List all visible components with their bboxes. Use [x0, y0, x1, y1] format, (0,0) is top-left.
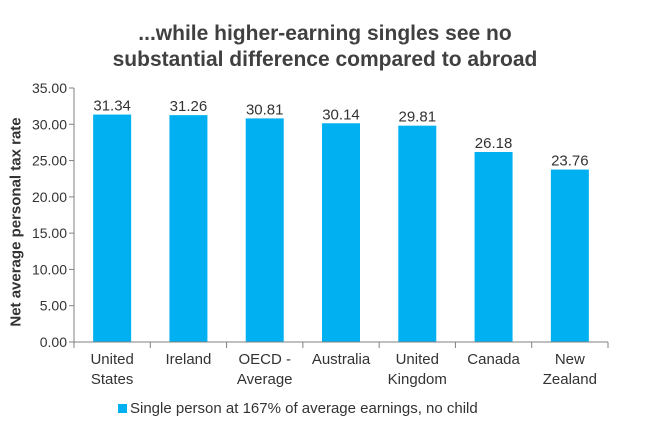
data-label: 23.76 — [551, 153, 589, 170]
x-tick-label: Australia — [312, 351, 371, 368]
bar — [245, 118, 284, 342]
x-tick-label: United — [90, 351, 133, 368]
x-tick-label: Ireland — [165, 351, 211, 368]
bar — [93, 114, 132, 342]
y-tick-label: 20.00 — [32, 189, 67, 205]
y-tick-label: 5.00 — [40, 298, 67, 314]
y-tick-label: 15.00 — [32, 225, 67, 241]
data-label: 31.26 — [170, 98, 208, 115]
data-label: 31.34 — [93, 98, 131, 115]
bar — [322, 123, 360, 342]
x-tick-label: Kingdom — [388, 371, 447, 388]
x-tick-label: New — [555, 351, 585, 368]
data-label: 29.81 — [399, 109, 437, 126]
bar — [169, 115, 208, 342]
chart-title-line-2: substantial difference compared to abroa… — [112, 48, 538, 71]
y-axis-title: Net average personal tax rate — [7, 117, 25, 327]
data-label: 26.18 — [475, 135, 513, 152]
y-tick-label: 10.00 — [32, 261, 67, 277]
x-tick-label: Canada — [467, 351, 520, 368]
y-tick-label: 0.00 — [40, 334, 67, 350]
data-label: 30.81 — [246, 101, 284, 118]
legend: Single person at 167% of average earning… — [118, 400, 478, 417]
y-tick-label: 25.00 — [32, 153, 67, 169]
legend-swatch — [118, 404, 127, 413]
x-tick-label: Average — [237, 371, 293, 388]
x-tick-label: States — [91, 371, 134, 388]
x-tick-label: United — [396, 351, 439, 368]
y-tick-label: 30.00 — [32, 116, 67, 132]
y-tick-label: 35.00 — [32, 80, 67, 96]
legend-label: Single person at 167% of average earning… — [130, 400, 478, 417]
x-tick-label: OECD - — [238, 351, 291, 368]
bar — [398, 125, 437, 342]
bar — [550, 169, 589, 342]
chart-title-line-1: ...while higher-earning singles see no — [138, 22, 512, 45]
bar — [474, 152, 513, 342]
data-label: 30.14 — [322, 106, 360, 123]
x-tick-label: Zealand — [543, 371, 597, 388]
